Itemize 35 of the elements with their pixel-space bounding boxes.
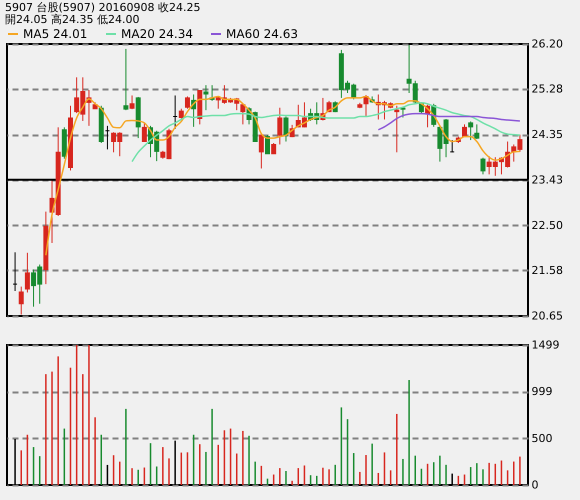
candlestick <box>468 120 474 141</box>
y-tick-label: 26.20 <box>532 38 563 50</box>
y-tick-label: 999 <box>532 385 552 398</box>
y-tick-label: 25.28 <box>532 82 563 96</box>
candlestick <box>462 124 468 138</box>
y-tick-label: 1499 <box>532 338 560 352</box>
y-tick-label: 22.50 <box>532 218 563 232</box>
candlestick <box>24 252 30 293</box>
candlestick <box>271 142 276 154</box>
y-tick-label: 500 <box>532 432 552 445</box>
candlestick <box>394 105 400 153</box>
candlestick <box>474 124 480 140</box>
line-series <box>131 102 521 162</box>
y-tick-label: 0 <box>532 478 538 492</box>
candlestick <box>142 122 147 142</box>
candlestick <box>18 286 24 316</box>
y-tick-label: 23.43 <box>532 173 563 186</box>
candlestick <box>123 48 128 111</box>
y-tick-label: 24.35 <box>532 128 563 142</box>
candlestick <box>480 157 486 175</box>
chart-title: 5907 台股(5907) 20160908 收24.25 <box>5 1 201 14</box>
candlestick <box>258 133 264 169</box>
candlestick <box>277 107 282 145</box>
legend-label: MA20 24.34 <box>121 27 193 41</box>
candlestick <box>283 116 288 142</box>
candlestick <box>265 134 270 154</box>
candlestick <box>184 96 190 110</box>
y-tick-label: 20.65 <box>532 310 563 322</box>
candlestick <box>203 84 208 111</box>
candlestick <box>178 108 184 119</box>
candlestick <box>130 94 135 110</box>
legend-label: MA5 24.01 <box>23 27 88 41</box>
chart-subtitle: 開24.05 高24.35 低24.00 <box>5 13 140 26</box>
y-tick-label: 21.58 <box>532 264 563 277</box>
legend-label: MA60 24.63 <box>226 27 298 41</box>
